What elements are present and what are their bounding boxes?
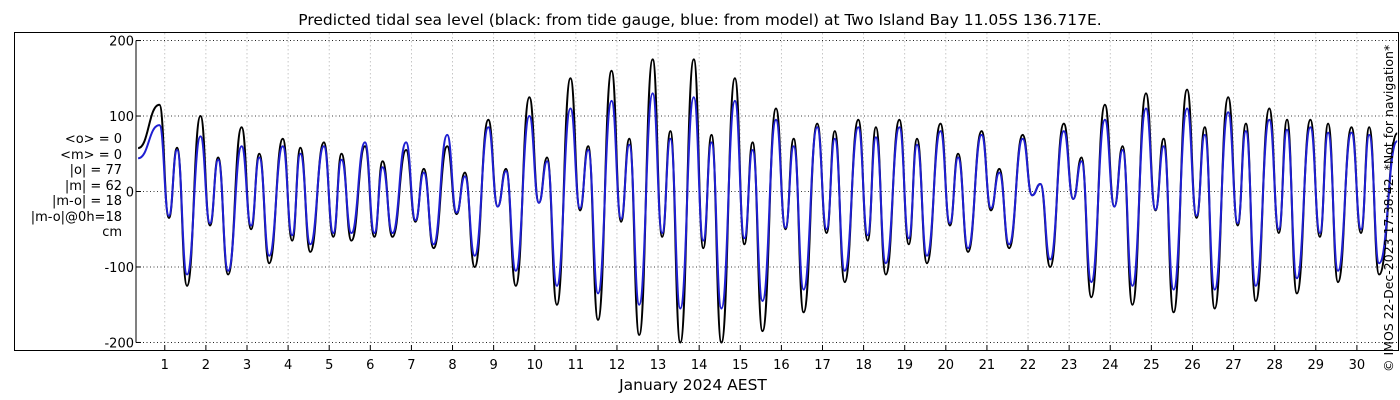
x-tick-label: 26: [1184, 358, 1201, 373]
x-tick-label: 19: [896, 358, 913, 373]
y-tick-label: 0: [126, 186, 134, 201]
stat-mean-observed: <o> = 0: [64, 132, 122, 147]
x-tick-label: 17: [814, 358, 831, 373]
stat-abs-diff-0h: |m-o|@0h=18: [30, 209, 122, 225]
x-tick-label: 16: [773, 358, 790, 373]
stat-units: cm: [102, 225, 122, 240]
x-tick-label: 12: [609, 358, 626, 373]
x-tick-label: 23: [1061, 358, 1078, 373]
y-tick-label: -100: [104, 261, 134, 276]
x-tick-label: 7: [407, 358, 415, 373]
stats-panel: <o> = 0 <m> = 0 |o| = 77 |m| = 62 |m-o| …: [0, 132, 122, 241]
x-tick-label: 4: [284, 358, 292, 373]
x-tick-label: 24: [1102, 358, 1119, 373]
series-line-gauge: [137, 58, 1399, 344]
x-axis-ticks: 1 2 3 4 5 6 7 8 9 10 11 12 13 14 15 16 17 18 19 20 21 22 23 24 2…: [161, 345, 1366, 373]
x-tick-label: 6: [366, 358, 374, 373]
x-tick-label: 21: [979, 358, 996, 373]
y-tick-label: -200: [104, 336, 134, 351]
x-tick-label: 1: [161, 358, 169, 373]
x-tick-label: 8: [448, 358, 456, 373]
x-tick-label: 25: [1143, 358, 1160, 373]
x-tick-label: 22: [1020, 358, 1037, 373]
x-tick-label: 29: [1308, 358, 1325, 373]
x-tick-label: 20: [938, 358, 955, 373]
x-tick-label: 10: [526, 358, 543, 373]
x-tick-label: 3: [243, 358, 251, 373]
x-tick-label: 15: [732, 358, 749, 373]
stat-abs-diff: |m-o| = 18: [51, 194, 122, 209]
x-axis-label: January 2024 AEST: [618, 376, 767, 394]
outer-frame: [14, 32, 1399, 351]
y-tick-label: 200: [109, 35, 134, 50]
x-tick-label: 5: [325, 358, 333, 373]
x-tick-label: 27: [1225, 358, 1242, 373]
credit-text: © IMOS 22-Dec-2023 17:38:42. *Not for na…: [1381, 44, 1396, 372]
x-tick-label: 18: [855, 358, 872, 373]
x-tick-label: 14: [691, 358, 708, 373]
series-lines: [137, 58, 1399, 344]
x-tick-label: 11: [568, 358, 585, 373]
y-tick-label: 100: [109, 110, 134, 125]
x-tick-label: 9: [489, 358, 497, 373]
series-line-model: [137, 92, 1399, 310]
x-tick-label: 28: [1266, 358, 1283, 373]
x-tick-label: 30: [1349, 358, 1366, 373]
stat-abs-observed: |o| = 77: [69, 163, 122, 178]
stat-abs-model: |m| = 62: [64, 178, 122, 194]
x-tick-label: 2: [202, 358, 210, 373]
x-tick-label: 13: [650, 358, 667, 373]
stat-mean-model: <m> = 0: [60, 147, 122, 163]
y-axis: 200 100 0 -100 -200: [104, 35, 141, 351]
chart-title: Predicted tidal sea level (black: from t…: [298, 11, 1102, 29]
